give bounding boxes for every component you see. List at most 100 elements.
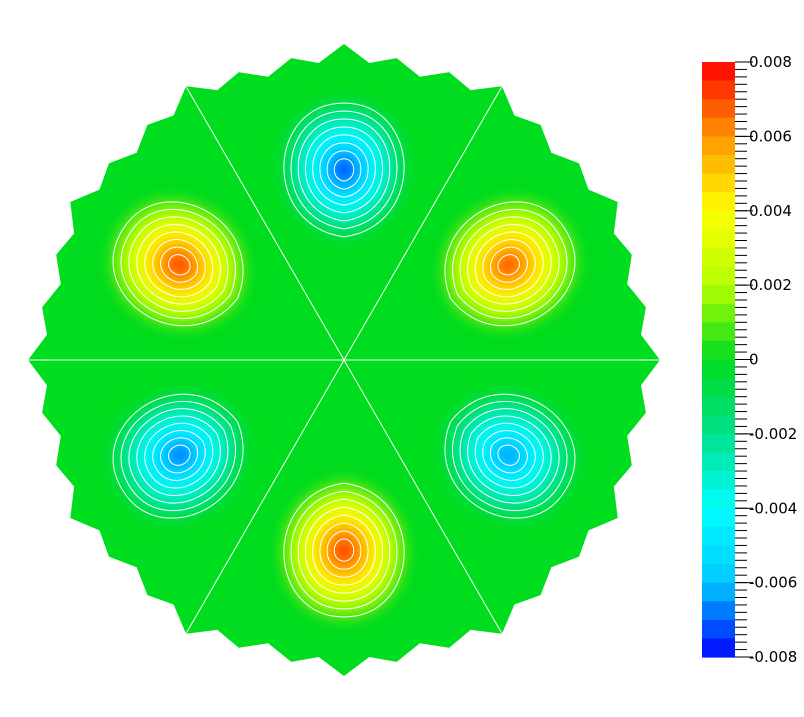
- contour-line: [136, 224, 221, 305]
- contour-line: [283, 102, 405, 238]
- lobe-contours: [283, 102, 405, 238]
- colorbar-tick-label: 0.004: [749, 202, 792, 220]
- contour-lines: [112, 102, 576, 618]
- contour-line: [160, 437, 199, 474]
- colorbar-band: [702, 173, 735, 193]
- contour-line: [304, 506, 384, 594]
- colorbar-band: [702, 117, 735, 137]
- contour-line: [112, 201, 244, 327]
- contour-line: [452, 401, 568, 512]
- colorbar-band: [702, 564, 735, 584]
- contour-line: [283, 482, 405, 618]
- contour-line: [128, 216, 229, 312]
- colorbar-band: [702, 359, 735, 379]
- colorbar-band: [702, 62, 735, 82]
- lobe-contours: [283, 482, 405, 618]
- contour-line: [474, 422, 544, 489]
- colorbar-band: [702, 285, 735, 305]
- colorbar-band: [702, 340, 735, 361]
- contour-line: [312, 514, 376, 586]
- lobe-band: [505, 262, 512, 268]
- colorbar-band: [702, 136, 735, 156]
- colorbar-tick-label: 0: [749, 351, 759, 369]
- contour-line: [333, 158, 355, 182]
- contour-line: [167, 254, 191, 276]
- contour-line: [497, 444, 521, 466]
- colorbar-band: [702, 433, 735, 454]
- contour-line: [319, 522, 369, 578]
- contour-line: [333, 538, 355, 562]
- contour-line: [290, 110, 398, 230]
- contour-line: [152, 430, 206, 481]
- lobe-contours: [444, 393, 576, 519]
- colorbar-band: [702, 601, 735, 621]
- contour-line: [136, 415, 221, 496]
- colorbar-tick-label: -0.002: [749, 425, 797, 443]
- colorbar-band: [702, 99, 735, 119]
- colorbar-band: [702, 229, 735, 249]
- contour-line: [144, 422, 214, 489]
- colorbar-band: [702, 526, 735, 547]
- colorbar-band: [702, 247, 735, 268]
- contour-line: [152, 239, 206, 290]
- contour-line: [459, 216, 560, 312]
- contour-line: [297, 118, 391, 222]
- colorbar-bands: [702, 62, 735, 658]
- contour-line: [326, 530, 362, 570]
- colorbar-tick-label: 0.006: [749, 127, 792, 145]
- contour-line: [467, 415, 552, 496]
- contour-line: [120, 208, 236, 319]
- contour-line: [160, 246, 199, 283]
- colorbar-band: [702, 582, 735, 602]
- colorbar-band: [702, 154, 735, 175]
- contour-line: [444, 201, 576, 327]
- nodal-line: [343, 65, 515, 361]
- contour-line: [482, 239, 536, 290]
- contour-line: [120, 401, 236, 512]
- field-lobes: [105, 95, 583, 625]
- colorbar-band: [702, 508, 735, 528]
- colorbar-band: [702, 396, 735, 416]
- contour-line: [112, 393, 244, 519]
- colorbar-tick-label: 0.002: [749, 276, 792, 294]
- contour-line: [312, 134, 376, 206]
- contour-line: [144, 231, 214, 298]
- lobe-band: [341, 546, 347, 554]
- contour-line: [452, 208, 568, 319]
- colorbar-band: [702, 489, 735, 509]
- lobe-contours: [112, 201, 244, 327]
- contour-line: [444, 393, 576, 519]
- colorbar-band: [702, 638, 735, 658]
- contour-line: [489, 246, 528, 283]
- lobe-band: [341, 166, 347, 174]
- colorbar-band: [702, 471, 735, 491]
- contour-line: [128, 408, 229, 504]
- contour-line: [297, 498, 391, 602]
- colorbar-band: [702, 619, 735, 639]
- contour-line: [489, 437, 528, 474]
- colorbar-band: [702, 210, 735, 230]
- colorbar-tick-label: -0.004: [749, 499, 797, 517]
- lobe-band: [505, 452, 512, 458]
- contour-line: [167, 444, 191, 466]
- colorbar-band: [702, 322, 735, 342]
- lobe-band: [176, 262, 183, 268]
- colorbar: 0.008 0.006 0.004 0.002 0 -0.002 -0.004 -0.006 -…: [702, 53, 797, 666]
- colorbar-major-ticks: [735, 61, 753, 658]
- field-domain: [28, 44, 660, 676]
- colorbar-tick-label: 0.008: [749, 53, 792, 71]
- contour-line: [304, 126, 384, 214]
- contour-line: [482, 430, 536, 481]
- lobe-negative: [105, 387, 251, 526]
- lobe-band: [176, 452, 183, 458]
- colorbar-band: [702, 545, 735, 565]
- lobe-contours: [112, 393, 244, 519]
- colorbar-band: [702, 415, 735, 435]
- colorbar-band: [702, 80, 735, 100]
- colorbar-band: [702, 303, 735, 323]
- nodal-lines: [28, 65, 660, 655]
- colorbar-band: [702, 378, 735, 398]
- contour-line: [459, 408, 560, 504]
- colorbar-band: [702, 266, 735, 286]
